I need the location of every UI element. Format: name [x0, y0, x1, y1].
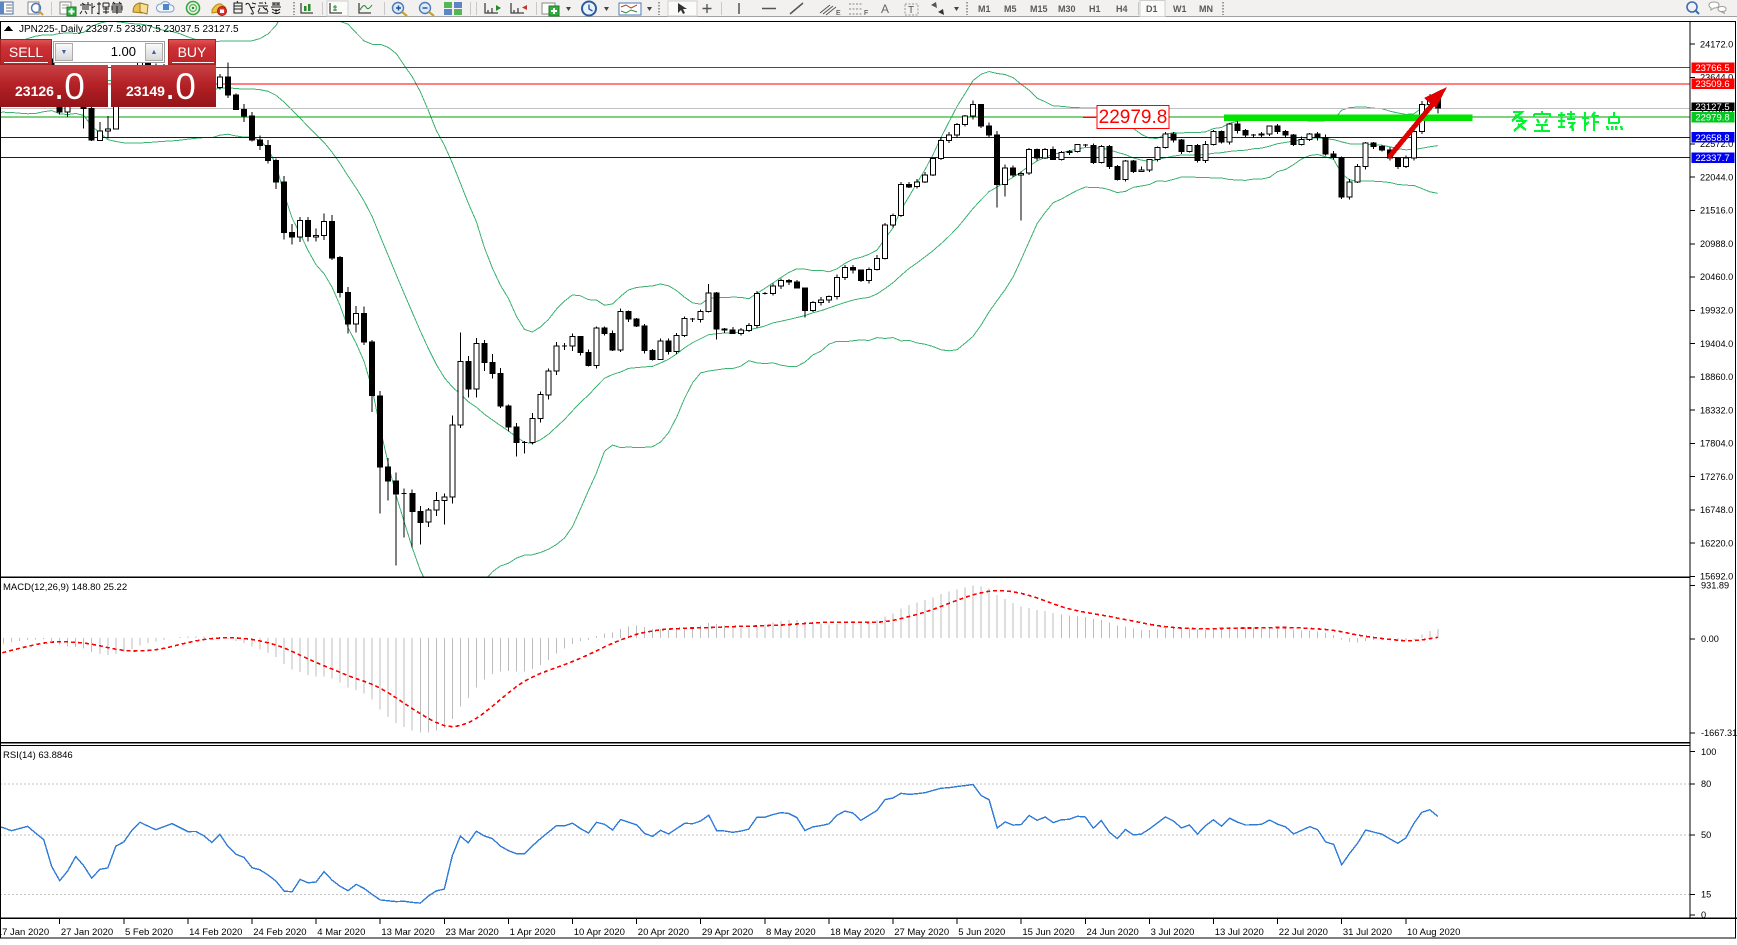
svg-text:14 Feb 2020: 14 Feb 2020: [189, 927, 242, 938]
svg-text:22572.0: 22572.0: [1700, 139, 1733, 149]
svg-text:22979.8: 22979.8: [1695, 113, 1729, 124]
svg-text:22 Jul 2020: 22 Jul 2020: [1279, 927, 1328, 938]
svg-text:31 Jul 2020: 31 Jul 2020: [1343, 927, 1392, 938]
svg-text:20988.0: 20988.0: [1700, 239, 1733, 249]
svg-text:23766.5: 23766.5: [1695, 63, 1729, 74]
svg-text:27 May 2020: 27 May 2020: [894, 927, 949, 938]
svg-text:19404.0: 19404.0: [1700, 339, 1733, 349]
svg-text:17804.0: 17804.0: [1700, 439, 1733, 449]
svg-text:24 Jun 2020: 24 Jun 2020: [1087, 927, 1139, 938]
svg-text:JPN225-,Daily 23297.5 23307.5: JPN225-,Daily 23297.5 23307.5 23037.5 23…: [19, 24, 239, 35]
svg-text:21516.0: 21516.0: [1700, 206, 1733, 216]
svg-text:50: 50: [1701, 830, 1711, 840]
svg-text:10 Apr 2020: 10 Apr 2020: [574, 927, 625, 938]
svg-text:931.89: 931.89: [1701, 581, 1729, 591]
svg-text:23509.6: 23509.6: [1695, 79, 1729, 90]
svg-text:24172.0: 24172.0: [1700, 39, 1733, 49]
svg-text:10 Aug 2020: 10 Aug 2020: [1407, 927, 1460, 938]
svg-text:23644.0: 23644.0: [1700, 73, 1733, 83]
svg-text:T: T: [908, 5, 914, 16]
svg-text:F: F: [864, 10, 868, 17]
svg-text:15692.0: 15692.0: [1700, 572, 1733, 582]
svg-text:22658.8: 22658.8: [1695, 133, 1729, 144]
svg-text:15 Jun 2020: 15 Jun 2020: [1022, 927, 1074, 938]
svg-text:RSI(14) 63.8846: RSI(14) 63.8846: [3, 750, 73, 761]
svg-text:24 Feb 2020: 24 Feb 2020: [253, 927, 306, 938]
svg-text:100: 100: [1701, 747, 1716, 757]
svg-text:29 Apr 2020: 29 Apr 2020: [702, 927, 753, 938]
svg-text:23100.0: 23100.0: [1700, 106, 1733, 116]
svg-text:-1667.31: -1667.31: [1701, 728, 1737, 738]
svg-text:18 May 2020: 18 May 2020: [830, 927, 885, 938]
svg-text:13 Mar 2020: 13 Mar 2020: [381, 927, 434, 938]
svg-text:5 Jun 2020: 5 Jun 2020: [958, 927, 1005, 938]
svg-text:1 Apr 2020: 1 Apr 2020: [510, 927, 556, 938]
svg-text:18860.0: 18860.0: [1700, 372, 1733, 382]
svg-text:20460.0: 20460.0: [1700, 272, 1733, 282]
svg-text:8 May 2020: 8 May 2020: [766, 927, 816, 938]
svg-text:19932.0: 19932.0: [1700, 306, 1733, 316]
svg-text:20 Apr 2020: 20 Apr 2020: [638, 927, 689, 938]
svg-text:16220.0: 16220.0: [1700, 538, 1733, 548]
svg-text:0: 0: [1701, 910, 1706, 920]
svg-text:15: 15: [1701, 890, 1711, 900]
svg-text:5 Feb 2020: 5 Feb 2020: [125, 927, 173, 938]
svg-text:22979.8: 22979.8: [1099, 107, 1168, 128]
svg-text:16748.0: 16748.0: [1700, 505, 1733, 515]
svg-text:13 Jul 2020: 13 Jul 2020: [1215, 927, 1264, 938]
svg-text:MACD(12,26,9) 148.80 25.22: MACD(12,26,9) 148.80 25.22: [3, 582, 127, 593]
svg-text:4 Mar 2020: 4 Mar 2020: [317, 927, 365, 938]
svg-text:22337.7: 22337.7: [1695, 153, 1729, 164]
svg-text:27 Jan 2020: 27 Jan 2020: [61, 927, 113, 938]
svg-text:80: 80: [1701, 779, 1711, 789]
svg-text:0.00: 0.00: [1701, 634, 1719, 644]
svg-text:3 Jul 2020: 3 Jul 2020: [1151, 927, 1195, 938]
svg-text:22044.0: 22044.0: [1700, 172, 1733, 182]
svg-text:A: A: [881, 2, 889, 16]
svg-text:E: E: [836, 10, 841, 17]
svg-text:17 Jan 2020: 17 Jan 2020: [0, 927, 49, 938]
svg-text:23127.5: 23127.5: [1695, 102, 1729, 113]
svg-text:23 Mar 2020: 23 Mar 2020: [446, 927, 499, 938]
svg-text:17276.0: 17276.0: [1700, 472, 1733, 482]
svg-text:18332.0: 18332.0: [1700, 405, 1733, 415]
